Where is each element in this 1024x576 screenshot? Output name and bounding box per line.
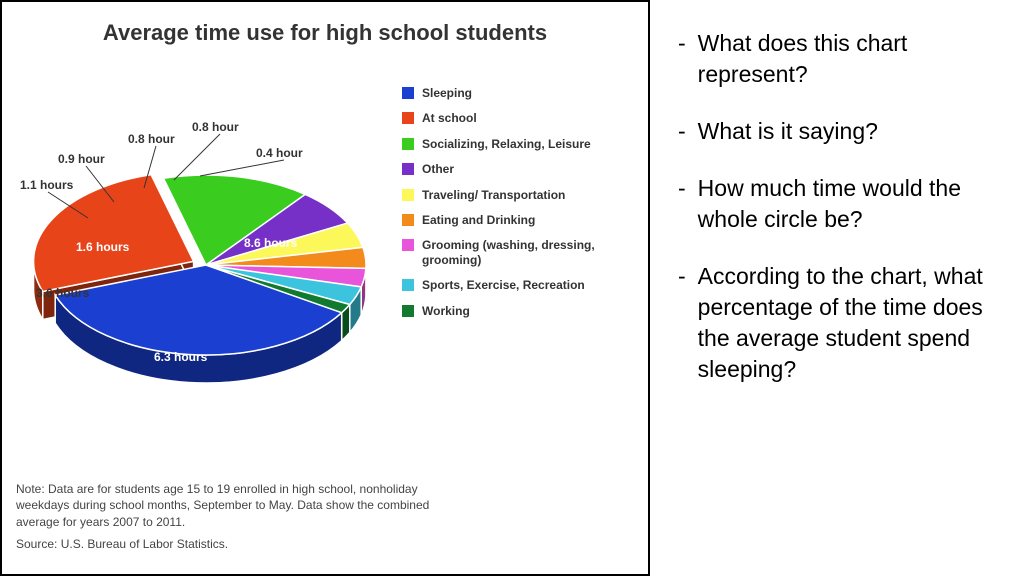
legend-swatch <box>402 239 414 251</box>
legend-label: Sleeping <box>422 86 472 100</box>
chart-body: 8.6 hours 6.3 hours 3.6 hours 1.6 hours 1.1 … <box>16 50 634 430</box>
legend-item: Working <box>402 304 634 318</box>
source-text: Source: U.S. Bureau of Labor Statistics. <box>16 536 436 552</box>
slice-value-label: 0.4 hour <box>256 146 303 160</box>
question-item: -According to the chart, what percentage… <box>678 261 998 385</box>
legend-swatch <box>402 279 414 291</box>
question-item: -What is it saying? <box>678 116 998 147</box>
slice-value-label: 0.8 hour <box>192 120 239 134</box>
page: Average time use for high school student… <box>0 0 1024 576</box>
legend-item: At school <box>402 111 634 125</box>
legend-item: Eating and Drinking <box>402 213 634 227</box>
question-text: How much time would the whole circle be? <box>698 173 998 235</box>
bullet-icon: - <box>678 116 686 147</box>
bullet-icon: - <box>678 261 686 385</box>
bullet-icon: - <box>678 173 686 235</box>
legend-label: Eating and Drinking <box>422 213 535 227</box>
legend-item: Sports, Exercise, Recreation <box>402 278 634 292</box>
legend-swatch <box>402 163 414 175</box>
question-item: -How much time would the whole circle be… <box>678 173 998 235</box>
chart-footer: Note: Data are for students age 15 to 19… <box>16 481 436 552</box>
legend-item: Socializing, Relaxing, Leisure <box>402 137 634 151</box>
legend-swatch <box>402 305 414 317</box>
pie-svg <box>16 50 396 430</box>
slice-value-label: 8.6 hours <box>244 236 297 250</box>
slice-value-label: 1.6 hours <box>76 240 129 254</box>
legend-label: Sports, Exercise, Recreation <box>422 278 585 292</box>
chart-title: Average time use for high school student… <box>16 20 634 46</box>
question-text: What is it saying? <box>698 116 878 147</box>
legend-swatch <box>402 214 414 226</box>
legend-item: Other <box>402 162 634 176</box>
chart-legend: Sleeping At school Socializing, Relaxing, … <box>396 50 634 430</box>
question-text: What does this chart represent? <box>698 28 998 90</box>
legend-label: At school <box>422 111 477 125</box>
slice-value-label: 3.6 hours <box>36 286 89 300</box>
legend-label: Other <box>422 162 454 176</box>
slice-value-label: 6.3 hours <box>154 350 207 364</box>
legend-label: Traveling/ Transportation <box>422 188 565 202</box>
chart-panel: Average time use for high school student… <box>0 0 650 576</box>
legend-label: Grooming (washing, dressing, grooming) <box>422 238 634 267</box>
legend-item: Traveling/ Transportation <box>402 188 634 202</box>
pie-chart: 8.6 hours 6.3 hours 3.6 hours 1.6 hours 1.1 … <box>16 50 396 430</box>
legend-item: Grooming (washing, dressing, grooming) <box>402 238 634 267</box>
legend-item: Sleeping <box>402 86 634 100</box>
legend-swatch <box>402 189 414 201</box>
slice-value-label: 0.9 hour <box>58 152 105 166</box>
question-text: According to the chart, what percentage … <box>698 261 998 385</box>
legend-label: Working <box>422 304 470 318</box>
bullet-icon: - <box>678 28 686 90</box>
legend-label: Socializing, Relaxing, Leisure <box>422 137 591 151</box>
legend-swatch <box>402 87 414 99</box>
questions-panel: -What does this chart represent?-What is… <box>650 0 1024 576</box>
slice-value-label: 1.1 hours <box>20 178 73 192</box>
note-text: Note: Data are for students age 15 to 19… <box>16 481 436 530</box>
legend-swatch <box>402 138 414 150</box>
slice-value-label: 0.8 hour <box>128 132 175 146</box>
legend-swatch <box>402 112 414 124</box>
question-item: -What does this chart represent? <box>678 28 998 90</box>
